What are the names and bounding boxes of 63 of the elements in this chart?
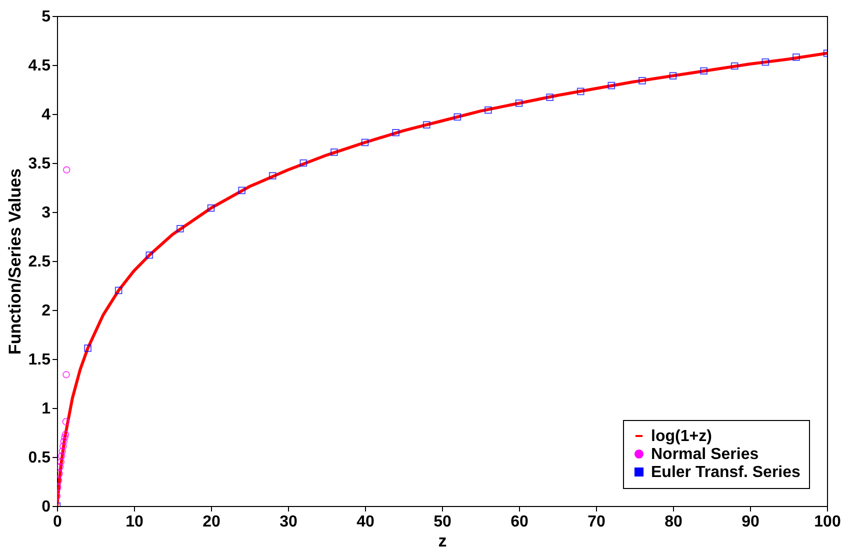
y-tick-label: 2 <box>42 302 51 320</box>
point <box>60 442 67 450</box>
legend-label: log(1+z) <box>651 428 712 445</box>
point <box>454 113 462 121</box>
point <box>792 54 800 61</box>
y-tick-label: 0 <box>42 498 51 516</box>
point <box>669 72 677 80</box>
y-tick-label: 1.5 <box>28 352 51 368</box>
point <box>762 58 770 66</box>
point <box>62 371 70 378</box>
x-tick-label: 90 <box>742 514 760 530</box>
point <box>114 286 122 294</box>
point <box>146 251 154 259</box>
x-tick-label: 20 <box>202 514 220 530</box>
y-tick-label: 3.5 <box>28 156 51 172</box>
y-tick-label: 0.5 <box>28 450 51 466</box>
legend-label: Normal Series <box>651 446 759 463</box>
point <box>57 463 64 470</box>
legend-label: Euler Transf. Series <box>651 464 801 481</box>
point <box>392 128 400 136</box>
point <box>62 166 70 174</box>
point <box>58 452 66 460</box>
x-tick-label: 50 <box>434 514 452 530</box>
point <box>84 344 92 352</box>
point <box>546 94 554 102</box>
point <box>300 159 308 167</box>
x-axis-title: z <box>438 532 447 550</box>
point <box>638 77 646 84</box>
point <box>238 186 246 194</box>
x-tick-label: 0 <box>53 514 62 530</box>
point <box>61 434 68 442</box>
point <box>57 470 63 478</box>
x-tick-label: 10 <box>126 514 144 530</box>
y-tick-label: 1 <box>42 400 51 418</box>
point <box>330 148 338 156</box>
y-axis-title: Function/Series Values <box>5 168 24 355</box>
x-tick-label: 40 <box>356 514 374 530</box>
point <box>361 138 369 146</box>
point <box>62 430 70 438</box>
x-tick-label: 30 <box>280 514 298 530</box>
point <box>60 438 68 445</box>
point <box>422 121 430 128</box>
point <box>176 225 184 232</box>
x-tick-label: 100 <box>814 514 841 530</box>
y-tick-label: 5 <box>42 8 51 26</box>
point <box>207 204 215 212</box>
x-tick-label: 80 <box>664 514 682 530</box>
x-tick-label: 70 <box>588 514 606 530</box>
y-tick-label: 3 <box>42 204 51 222</box>
x-tick-label: 60 <box>510 514 528 530</box>
point <box>484 106 492 114</box>
point <box>700 67 708 75</box>
point <box>62 418 70 426</box>
y-tick-label: 2.5 <box>28 254 51 270</box>
point <box>57 458 65 466</box>
point <box>608 82 616 90</box>
y-tick-label: 4 <box>42 106 51 124</box>
point <box>730 62 738 70</box>
point <box>515 100 523 107</box>
y-tick-label: 4.5 <box>28 58 51 74</box>
point <box>576 88 584 96</box>
point <box>268 172 276 180</box>
point <box>58 447 66 455</box>
